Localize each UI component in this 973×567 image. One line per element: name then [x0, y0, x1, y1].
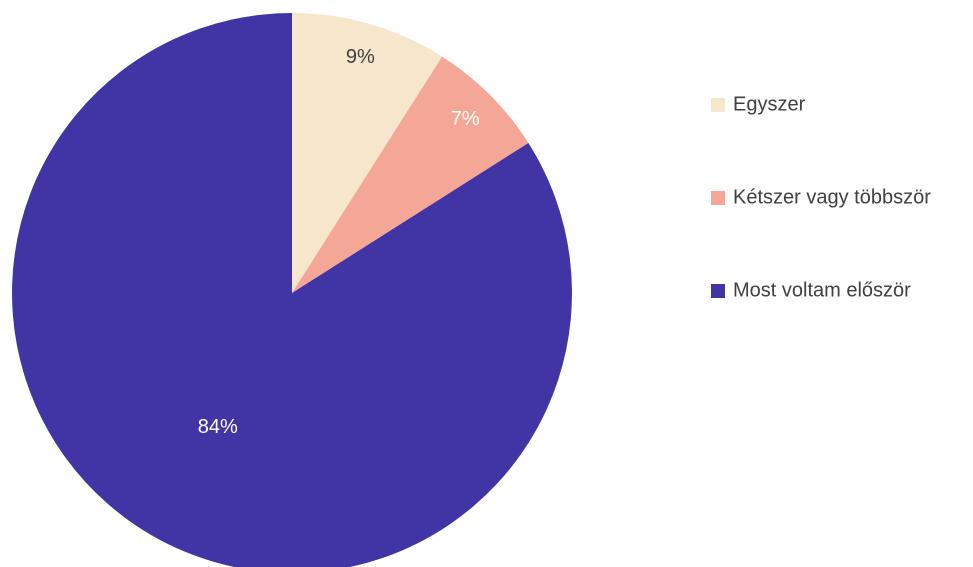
data-label: 84% [198, 416, 238, 438]
legend-label: Egyszer [733, 93, 806, 115]
legend-swatch [711, 98, 725, 112]
pie-slice [292, 13, 443, 293]
legend-swatch [711, 284, 725, 298]
data-label: 9% [346, 46, 375, 68]
legend-swatch [711, 191, 725, 205]
legend-label: Kétszer vagy többször [733, 186, 931, 208]
pie-slice [12, 13, 572, 567]
legend-label: Most voltam először [733, 279, 911, 301]
data-label: 7% [451, 108, 480, 130]
pie-slice [292, 56, 529, 293]
